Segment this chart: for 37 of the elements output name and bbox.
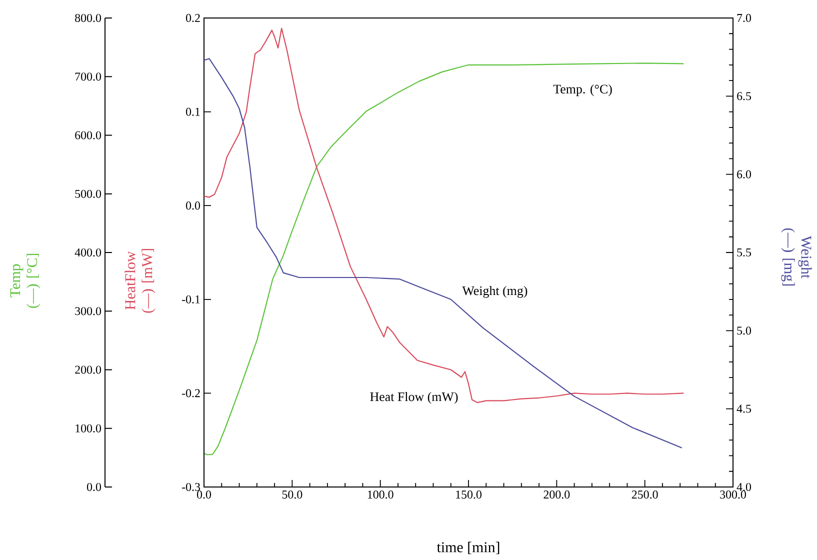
x-tick-label: 250.0 <box>632 490 658 499</box>
y3-tick-label: 500.0 <box>75 190 102 198</box>
x-tick-label: 200.0 <box>544 490 570 499</box>
y2-tick-label: 5.0 <box>737 326 752 335</box>
y2-axis-title: Weight (—) [mg] <box>781 228 812 286</box>
y3-tick-label: 600.0 <box>75 131 102 140</box>
y3-tick-label: 700.0 <box>75 72 102 81</box>
x-axis-title: time [min] <box>436 542 500 554</box>
y-tick-label: 0.0 <box>186 202 200 210</box>
y-tick-label: 0.1 <box>186 108 200 116</box>
series-label: Heat Flow (mW) <box>370 392 458 404</box>
y3-tick-label: 400.0 <box>74 248 102 257</box>
y2-tick-label: 7.0 <box>737 14 752 22</box>
y3-axis-title: Temp (—) [°C] <box>10 254 40 308</box>
y3-tick-label: 200.0 <box>75 366 102 374</box>
y3-tick-label: 800.0 <box>75 14 102 22</box>
x-tick-label: 300.0 <box>720 490 746 499</box>
y3-tick-label: 100.0 <box>76 424 102 432</box>
x-tick-label: 100.0 <box>368 490 394 499</box>
y-tick-label: -0.2 <box>182 389 200 398</box>
y-tick-label: 0.2 <box>186 14 200 22</box>
y-tick-label: -0.3 <box>182 482 200 492</box>
x-tick-label: 50.0 <box>282 490 302 499</box>
y3-tick-label: 300.0 <box>75 307 102 316</box>
y2-tick-label: 5.5 <box>737 248 752 256</box>
line-series <box>204 28 684 404</box>
x-tick-label: 150.0 <box>456 490 482 499</box>
series-label: Weight (mg) <box>462 286 528 298</box>
y2-tick-label: 4.5 <box>736 404 752 413</box>
y-tick-label: -0.1 <box>182 295 200 304</box>
y-axis-title: HeatFlow (—) [mW] <box>124 248 156 313</box>
series-label: Temp. (°C) <box>553 84 612 96</box>
y3-tick-label: 0.0 <box>86 482 102 492</box>
y2-tick-label: 6.0 <box>737 170 752 178</box>
y2-tick-label: 4.0 <box>736 482 752 492</box>
x-tick-label: 0.0 <box>196 490 212 499</box>
y2-tick-label: 6.5 <box>737 92 752 100</box>
